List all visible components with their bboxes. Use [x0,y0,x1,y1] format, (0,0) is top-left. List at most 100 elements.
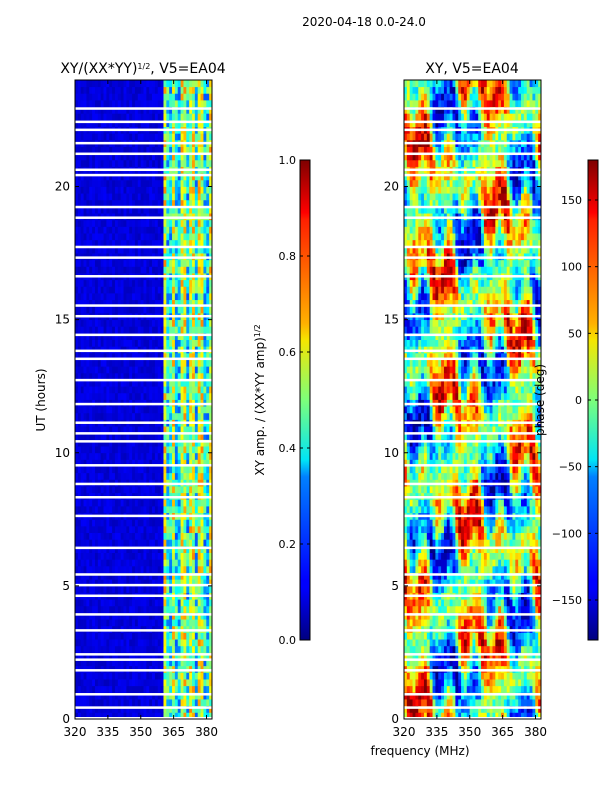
heatmap-cell [94,659,99,667]
heatmap-cell [209,392,213,400]
heatmap-cell [203,605,207,613]
heatmap-cell [77,326,82,334]
heatmap-cell [137,239,142,247]
heatmap-cell [169,392,173,400]
heatmap-cell [134,612,139,620]
heatmap-cell [200,679,204,687]
heatmap-cell [172,552,176,560]
heatmap-cell [152,466,156,474]
heatmap-cell [123,685,127,693]
heatmap-cell [186,652,190,660]
heatmap-cell [120,372,124,380]
heatmap-cell [89,133,93,141]
heatmap-cell [117,339,122,347]
heatmap-cell [129,186,133,194]
heatmap-cell [132,486,136,494]
heatmap-cell [109,499,113,507]
heatmap-cell [86,246,90,254]
heatmap-cell [89,572,93,580]
heatmap-cell [120,80,124,88]
heatmap-cell [169,326,173,334]
heatmap-cell [117,86,122,94]
heatmap-cell [160,545,164,553]
heatmap-cell [75,672,79,680]
heatmap-cell [154,426,159,434]
heatmap-cell [112,159,116,167]
heatmap-cell [194,552,199,560]
heatmap-cell [134,279,139,287]
heatmap-cell [203,645,207,653]
heatmap-cell [200,319,204,327]
heatmap-cell [114,452,119,460]
heatmap-cell [166,352,170,360]
heatmap-cell [194,352,199,360]
heatmap-cell [94,452,99,460]
heatmap-cell [106,133,110,141]
heatmap-cell [97,286,102,294]
heatmap-cell [137,545,142,553]
heatmap-cell [200,459,204,467]
heatmap-cell [206,352,210,360]
heatmap-cell [152,705,156,713]
heatmap-cell [134,226,139,234]
heatmap-cell [86,692,90,700]
heatmap-cell [129,619,133,627]
heatmap-cell [157,133,162,141]
heatmap-cell [97,532,102,540]
heatmap-cell [404,699,408,707]
heatmap-cell [86,153,90,161]
heatmap-cell [166,499,170,507]
heatmap-cell [174,639,179,647]
heatmap-cell [203,565,207,573]
heatmap-cell [194,386,199,394]
heatmap-cell [89,712,93,720]
heatmap-cell [152,639,156,647]
heatmap-cell [140,639,144,647]
heatmap-cell [441,705,445,713]
heatmap-cell [83,532,87,540]
heatmap-cell [123,219,127,227]
heatmap-cell [143,119,147,127]
heatmap-cell [160,306,164,314]
heatmap-cell [75,412,79,420]
heatmap-cell [183,159,187,167]
heatmap-cell [446,699,451,707]
heatmap-cell [174,432,179,440]
heatmap-cell [109,645,113,653]
heatmap-cell [152,332,156,340]
heatmap-cell [180,246,184,254]
left-axes-frame [74,79,213,720]
data-gap-row [75,120,212,124]
heatmap-cell [117,472,122,480]
heatmap-cell [149,579,153,587]
heatmap-cell [157,80,162,88]
heatmap-cell [172,279,176,287]
heatmap-cell [174,659,179,667]
heatmap-cell [186,452,190,460]
heatmap-cell [134,499,139,507]
heatmap-cell [123,159,127,167]
heatmap-cell [146,659,150,667]
heatmap-cell [509,685,513,693]
heatmap-cell [123,80,127,88]
heatmap-cell [120,159,124,167]
heatmap-cell [140,545,144,553]
heatmap-cell [103,339,107,347]
heatmap-cell [117,565,122,573]
heatmap-cell [80,286,84,294]
heatmap-cell [197,692,201,700]
heatmap-cell [157,306,162,314]
heatmap-cell [160,486,164,494]
heatmap-cell [206,639,210,647]
heatmap-cell [126,552,130,560]
colorbar-tick-label: 0.2 [279,538,297,551]
heatmap-cell [177,525,182,534]
heatmap-cell [521,692,525,700]
heatmap-cell [152,532,156,540]
heatmap-cell [132,206,136,214]
heatmap-cell [166,372,170,380]
heatmap-cell [92,133,96,141]
heatmap-cell [154,472,159,480]
heatmap-cell [140,692,144,700]
heatmap-cell [80,439,84,447]
